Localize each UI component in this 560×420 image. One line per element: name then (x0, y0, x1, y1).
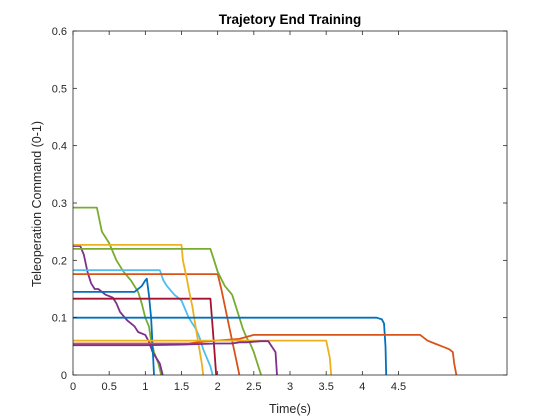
y-tick-label: 0.4 (52, 141, 67, 153)
series-line-4 (73, 269, 214, 376)
series-line-5 (73, 273, 241, 376)
x-tick-label: 4 (359, 381, 365, 393)
series-line-6 (73, 297, 218, 376)
y-tick-label: 0.5 (52, 83, 67, 95)
y-tick-label: 0.3 (52, 198, 67, 210)
y-axis-label: Teleoperation Command (0-1) (30, 121, 44, 287)
x-tick-label: 4.5 (391, 381, 406, 393)
x-tick-label: 1.5 (174, 381, 189, 393)
chart-title: Trajetory End Training (219, 12, 362, 27)
x-tick-label: 3 (287, 381, 293, 393)
x-tick-label: 1 (142, 381, 148, 393)
x-tick-label: 2 (215, 381, 221, 393)
y-tick-label: 0.1 (52, 313, 67, 325)
x-tick-label: 2.5 (246, 381, 261, 393)
y-tick-label: 0.2 (52, 255, 67, 267)
y-tick-label: 0.6 (52, 26, 67, 38)
series-line-12 (73, 340, 278, 376)
x-tick-label: 0.5 (102, 381, 117, 393)
series-line-10 (73, 333, 458, 376)
series-line-11 (73, 339, 333, 376)
series-line-2 (73, 245, 164, 376)
x-axis-label: Time(s) (269, 402, 311, 416)
series-line-7 (73, 243, 205, 376)
series-line-9 (73, 316, 388, 376)
x-tick-label: 3.5 (319, 381, 334, 393)
plot-area: 0 0.5 1 1.5 2 2.5 3 3.5 4 4.5 0 0.1 0.2 0.3 0.4 0.5 0.6 (52, 26, 508, 393)
series-line-8 (73, 247, 262, 376)
series-line-3 (73, 277, 155, 376)
x-tick-label: 0 (70, 381, 76, 393)
y-tick-label: 0 (61, 370, 67, 382)
